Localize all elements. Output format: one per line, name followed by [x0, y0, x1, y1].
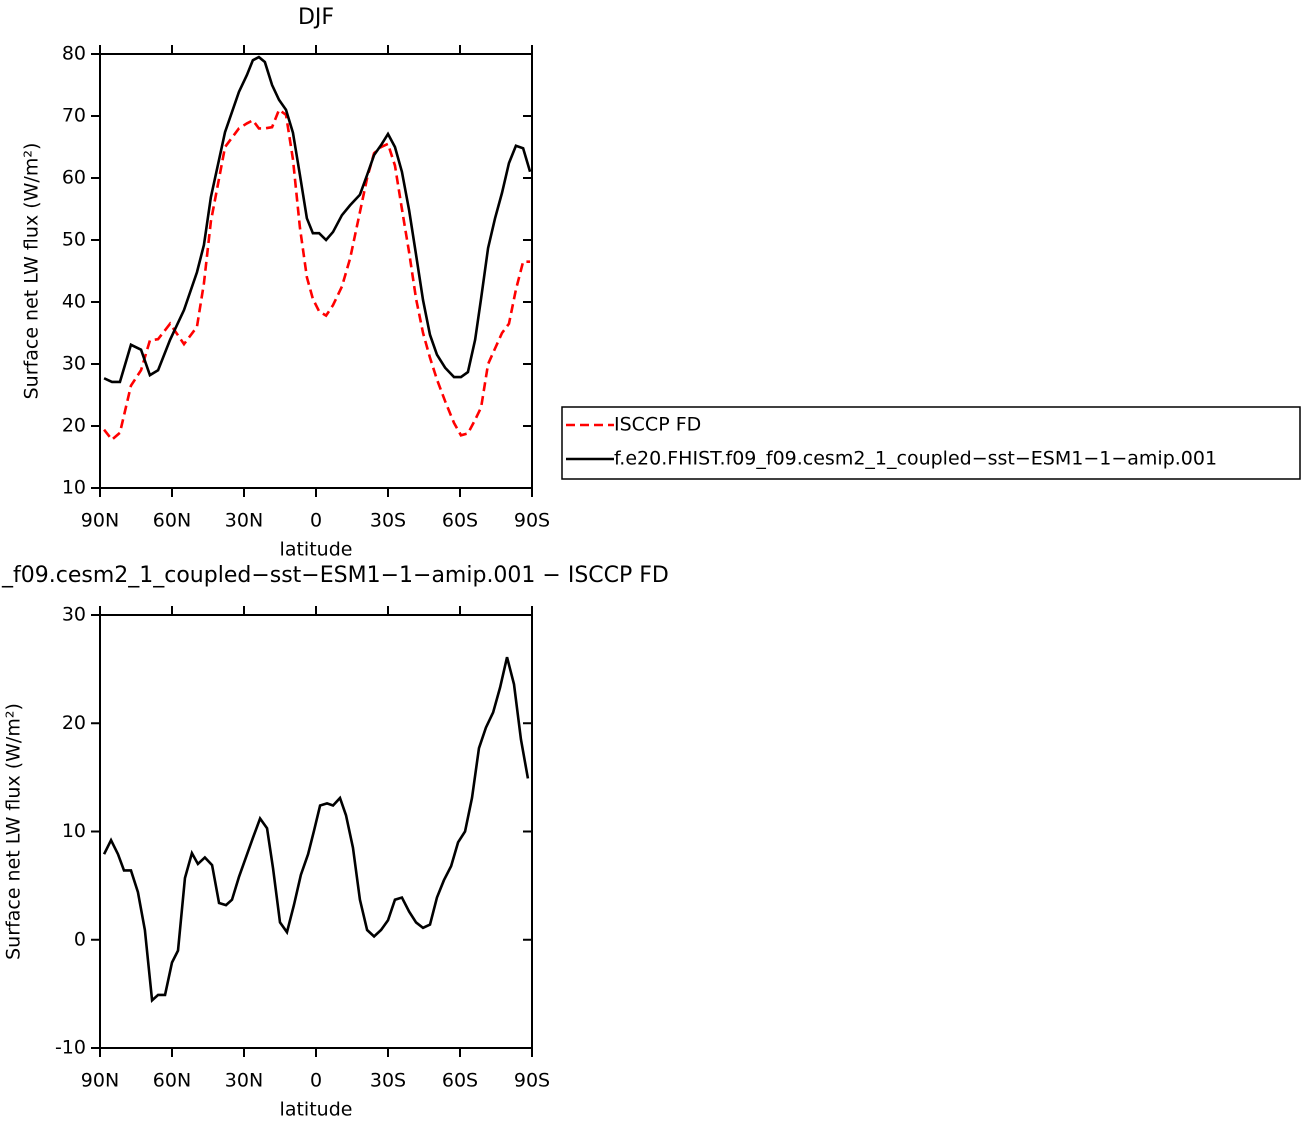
series-line: [103, 107, 531, 442]
chart-title: DJF: [298, 5, 334, 30]
x-tick-label: 0: [310, 510, 322, 532]
x-tick-label: 60S: [442, 510, 478, 532]
x-tick-label: 90N: [81, 1070, 119, 1092]
x-tick-label: 30N: [225, 1070, 263, 1092]
y-tick-label: 30: [62, 604, 86, 626]
y-tick-label: 0: [74, 928, 86, 950]
y-tick-label: 10: [62, 477, 86, 499]
y-tick-label: 20: [62, 712, 86, 734]
y-tick-label: 60: [62, 167, 86, 189]
y-tick-label: 50: [62, 229, 86, 251]
legend-label: ISCCP FD: [614, 414, 701, 436]
x-tick-label: 60S: [442, 1070, 478, 1092]
x-tick-label: 30N: [225, 510, 263, 532]
x-tick-label: 0: [310, 1070, 322, 1092]
plot-frame: [99, 614, 533, 1049]
x-tick-label: 60N: [153, 510, 191, 532]
plot-frame: [99, 53, 533, 489]
y-tick-label: 30: [62, 353, 86, 375]
y-tick-label: 80: [62, 43, 86, 65]
y-axis-label: Surface net LW flux (W/m²): [3, 703, 25, 960]
y-tick-label: 40: [62, 291, 86, 313]
legend-label: f.e20.FHIST.f09_f09.cesm2_1_coupled−sst−…: [614, 448, 1217, 470]
legend-box: [561, 406, 1301, 480]
x-tick-label: 60N: [153, 1070, 191, 1092]
series-line: [102, 656, 530, 1004]
y-tick-label: 10: [62, 820, 86, 842]
x-tick-label: 90S: [514, 510, 550, 532]
y-tick-label: 20: [62, 415, 86, 437]
x-tick-label: 90N: [81, 510, 119, 532]
y-axis-label: Surface net LW flux (W/m²): [21, 143, 43, 400]
y-tick-label: 70: [62, 105, 86, 127]
x-axis-label: latitude: [280, 539, 353, 561]
x-tick-label: 30S: [370, 510, 406, 532]
y-tick-label: -10: [55, 1037, 86, 1059]
series-line: [103, 55, 532, 384]
x-tick-label: 90S: [514, 1070, 550, 1092]
chart-title: _f09.cesm2_1_coupled−sst−ESM1−1−amip.001…: [1, 563, 669, 588]
x-tick-label: 30S: [370, 1070, 406, 1092]
x-axis-label: latitude: [280, 1099, 353, 1121]
